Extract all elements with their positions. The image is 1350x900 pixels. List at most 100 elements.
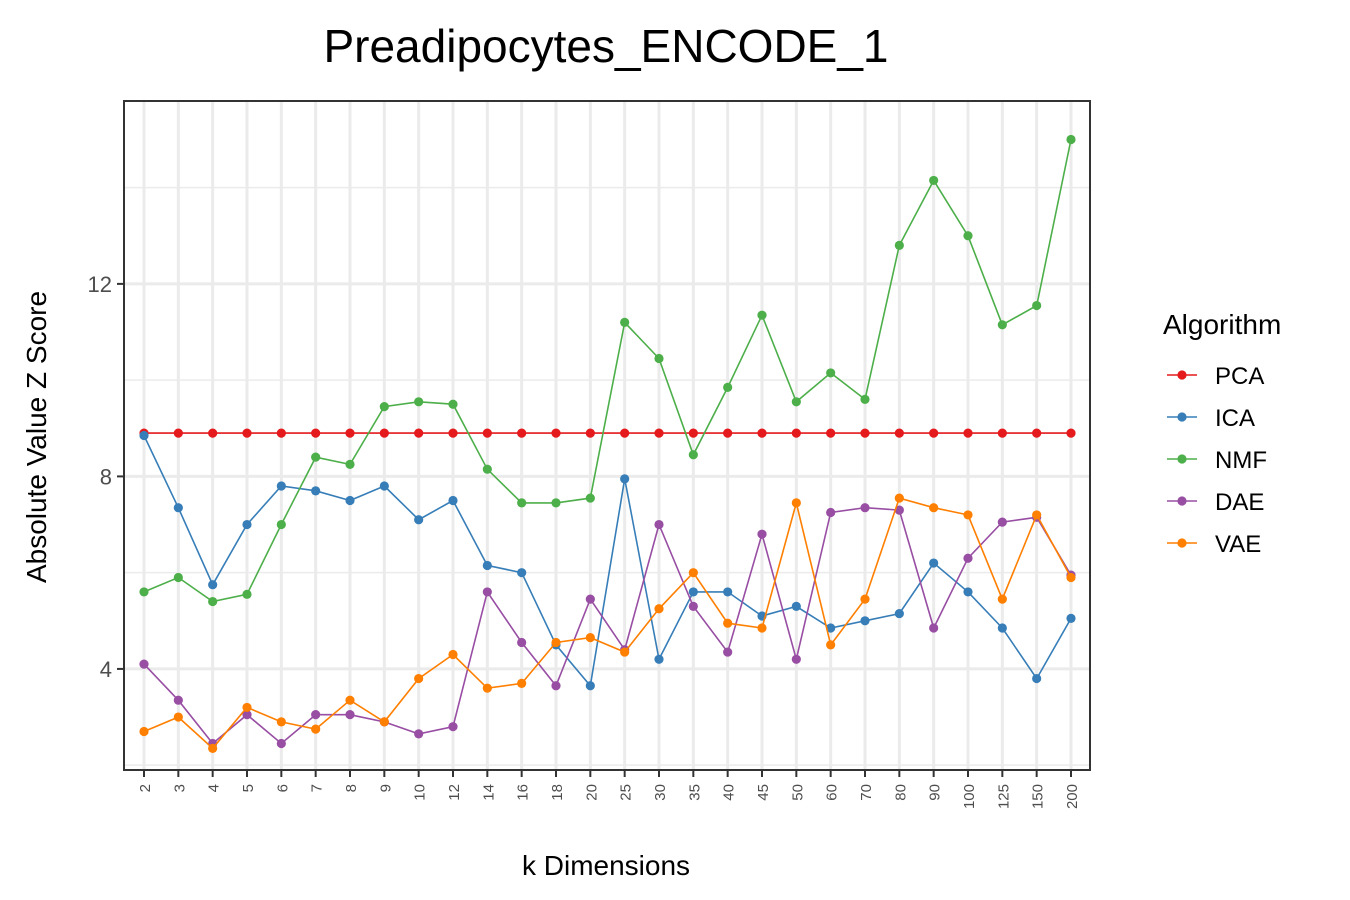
x-tick-label: 8 bbox=[343, 784, 360, 792]
y-tick-label: 12 bbox=[88, 272, 112, 297]
data-point-nmf bbox=[757, 310, 767, 320]
data-point-vae bbox=[620, 647, 630, 657]
data-point-dae bbox=[723, 647, 733, 657]
data-point-pca bbox=[860, 428, 870, 438]
data-point-ica bbox=[311, 486, 321, 496]
series-ica bbox=[139, 430, 1076, 691]
data-point-nmf bbox=[826, 368, 836, 378]
data-point-vae bbox=[723, 618, 733, 628]
data-point-ica bbox=[414, 515, 424, 525]
series-nmf bbox=[139, 134, 1076, 607]
data-point-nmf bbox=[208, 596, 218, 607]
data-point-nmf bbox=[517, 498, 527, 508]
data-point-pca bbox=[723, 428, 733, 438]
data-point-nmf bbox=[585, 493, 595, 503]
data-point-vae bbox=[860, 594, 870, 604]
series-line-nmf bbox=[143, 139, 1072, 603]
data-point-ica bbox=[482, 560, 492, 571]
series-layer bbox=[139, 134, 1076, 753]
data-point-ica bbox=[517, 568, 527, 578]
data-point-ica bbox=[929, 558, 939, 568]
data-point-ica bbox=[860, 616, 870, 626]
x-axis-title: k Dimensions bbox=[522, 850, 690, 881]
data-point-nmf bbox=[173, 572, 183, 583]
data-point-vae bbox=[173, 712, 183, 722]
data-point-nmf bbox=[860, 394, 870, 405]
data-point-vae bbox=[311, 724, 321, 734]
data-point-ica bbox=[688, 587, 698, 597]
x-tick-label: 5 bbox=[240, 784, 257, 792]
data-point-dae bbox=[517, 637, 527, 648]
data-point-pca bbox=[1066, 428, 1076, 438]
data-point-ica bbox=[963, 587, 973, 597]
legend-point-nmf bbox=[1177, 454, 1187, 464]
data-point-vae bbox=[345, 695, 355, 705]
series-pca bbox=[139, 428, 1076, 438]
legend-label-pca: PCA bbox=[1215, 363, 1264, 390]
data-point-vae bbox=[517, 678, 527, 688]
x-tick-label: 125 bbox=[995, 784, 1012, 809]
data-point-ica bbox=[208, 580, 218, 590]
data-point-dae bbox=[997, 517, 1007, 527]
data-point-pca bbox=[757, 428, 767, 438]
data-point-ica bbox=[723, 587, 733, 597]
data-point-nmf bbox=[688, 450, 698, 460]
x-tick-label: 30 bbox=[652, 784, 669, 801]
data-point-pca bbox=[791, 428, 801, 438]
data-point-vae bbox=[688, 568, 698, 578]
x-tick-label: 60 bbox=[824, 784, 841, 801]
data-point-vae bbox=[997, 594, 1007, 604]
data-point-dae bbox=[860, 503, 870, 513]
data-point-nmf bbox=[620, 317, 630, 327]
data-point-vae bbox=[654, 604, 664, 614]
x-tick-label: 7 bbox=[309, 784, 326, 792]
grid bbox=[124, 101, 1090, 770]
data-point-nmf bbox=[929, 175, 939, 186]
x-tick-label: 16 bbox=[515, 784, 532, 801]
data-point-nmf bbox=[276, 519, 286, 530]
data-point-ica bbox=[585, 681, 595, 691]
legend-title: Algorithm bbox=[1163, 309, 1281, 340]
legend-entry-vae: VAE bbox=[1167, 531, 1261, 558]
data-point-nmf bbox=[139, 587, 149, 597]
series-line-vae bbox=[143, 497, 1072, 750]
y-tick-label: 4 bbox=[100, 657, 112, 682]
data-point-vae bbox=[448, 649, 458, 660]
x-tick-label: 25 bbox=[618, 784, 635, 801]
data-point-pca bbox=[242, 428, 252, 438]
x-tick-label: 35 bbox=[686, 784, 703, 801]
data-point-dae bbox=[791, 654, 801, 664]
legend-label-dae: DAE bbox=[1215, 489, 1264, 516]
legend-label-ica: ICA bbox=[1215, 405, 1255, 432]
data-point-pca bbox=[448, 428, 458, 438]
data-point-vae bbox=[276, 717, 286, 727]
data-point-pca bbox=[173, 428, 183, 438]
data-point-vae bbox=[208, 743, 218, 753]
series-line-ica bbox=[143, 435, 1072, 688]
y-axis: 4 8 12 bbox=[88, 272, 124, 682]
data-point-ica bbox=[1032, 673, 1042, 684]
legend-entry-nmf: NMF bbox=[1167, 447, 1267, 474]
plot-panel-border bbox=[123, 100, 1091, 771]
data-point-dae bbox=[826, 507, 836, 518]
data-point-nmf bbox=[242, 589, 252, 599]
data-point-pca bbox=[688, 428, 698, 438]
data-point-vae bbox=[585, 633, 595, 643]
data-point-ica bbox=[894, 608, 904, 619]
data-point-dae bbox=[311, 710, 321, 720]
data-point-ica bbox=[276, 481, 286, 491]
data-point-nmf bbox=[379, 402, 389, 412]
data-point-dae bbox=[448, 722, 458, 732]
data-point-ica bbox=[345, 495, 355, 506]
x-tick-label: 100 bbox=[961, 784, 978, 809]
data-point-nmf bbox=[1066, 134, 1076, 145]
data-point-ica bbox=[997, 623, 1007, 633]
data-point-pca bbox=[311, 428, 321, 438]
data-point-nmf bbox=[311, 452, 321, 462]
x-tick-label: 90 bbox=[927, 784, 944, 801]
x-tick-label: 40 bbox=[721, 784, 738, 801]
data-point-dae bbox=[242, 710, 252, 720]
x-tick-label: 50 bbox=[789, 784, 806, 801]
x-tick-label: 20 bbox=[583, 784, 600, 801]
x-tick-label: 14 bbox=[480, 784, 497, 801]
